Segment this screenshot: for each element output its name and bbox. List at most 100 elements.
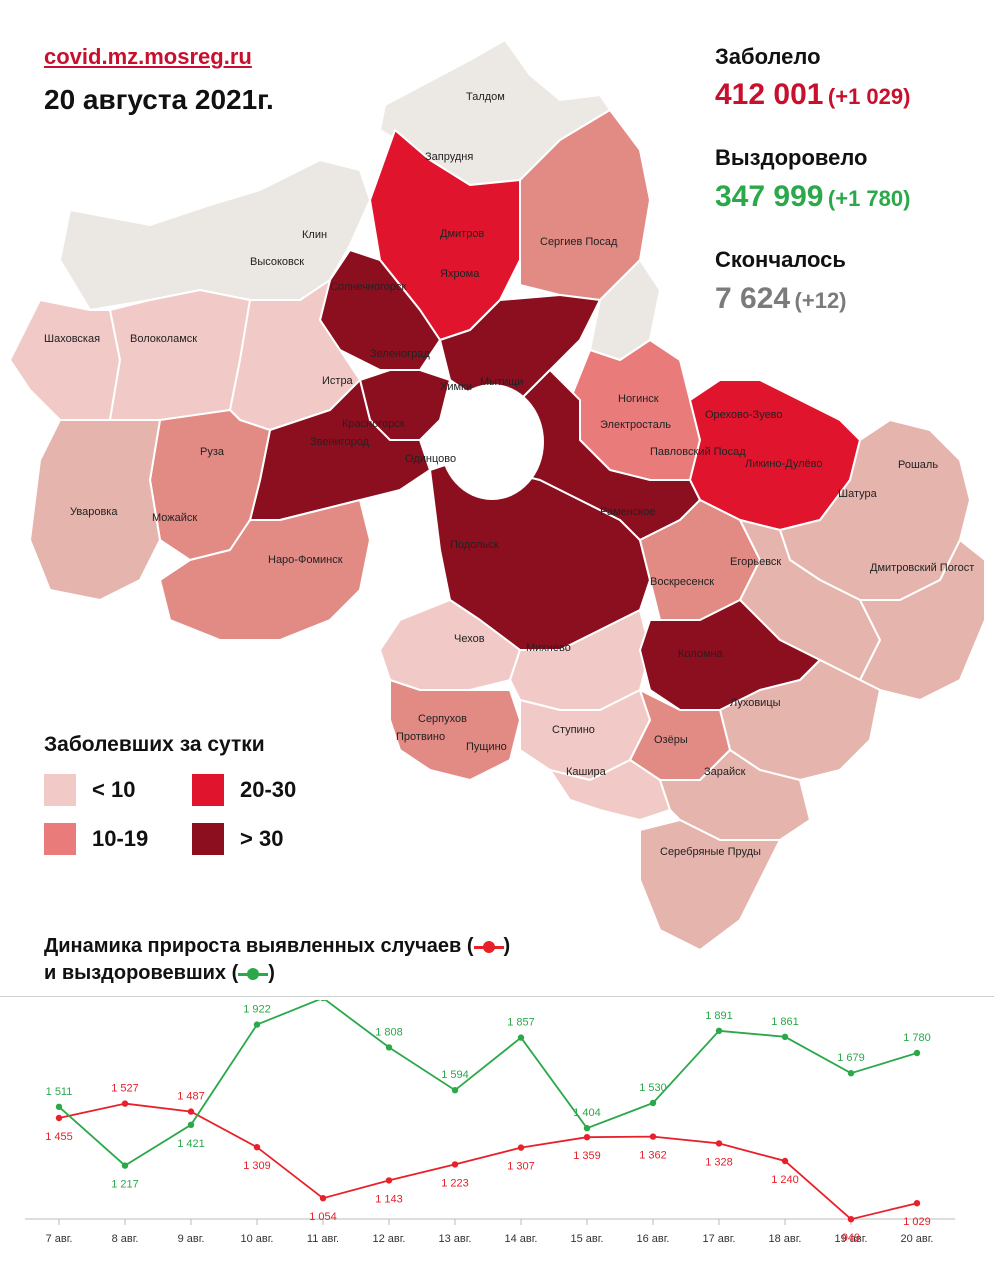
legend-swatch [192, 774, 224, 806]
report-date: 20 августа 2021г. [44, 84, 274, 115]
x-tick-label: 16 авг. [637, 1233, 670, 1245]
map-label: Ликино-Дулёво [745, 458, 823, 470]
data-label: 1 223 [441, 1177, 469, 1189]
data-point [187, 1121, 195, 1129]
x-tick-label: 17 авг. [703, 1233, 736, 1245]
data-label: 1 527 [111, 1083, 139, 1095]
map-label: Красногорск [342, 418, 405, 430]
region-serebryanye-prudy [639, 819, 781, 951]
data-point [451, 1087, 459, 1094]
data-point [55, 1103, 63, 1111]
map-label: Ступино [552, 724, 595, 736]
map-label: Шатура [838, 488, 878, 500]
data-label: 1 362 [639, 1150, 667, 1162]
cases-series-marker [473, 940, 504, 954]
data-point [320, 1000, 326, 1002]
data-point [781, 1157, 789, 1165]
region-volokolamsk [109, 289, 251, 421]
data-label: 1 240 [771, 1174, 799, 1186]
x-tick-label: 7 авг. [46, 1233, 73, 1245]
x-tick-label: 18 авг. [769, 1233, 802, 1245]
map-label: Электросталь [600, 419, 671, 431]
legend-item: 10-19 [44, 823, 148, 855]
series-line [58, 1102, 918, 1221]
map-label: Коломна [678, 648, 724, 660]
data-label: 1 594 [441, 1069, 469, 1081]
map-label: Сергиев Посад [540, 236, 618, 248]
data-label: 1 857 [507, 1017, 535, 1029]
data-label: 1 891 [705, 1010, 733, 1022]
map-label: Озёры [654, 734, 688, 746]
region-dmitrovsky-pogost [859, 539, 986, 701]
legend-swatch [44, 823, 76, 855]
region-klin [59, 159, 371, 311]
deaths-value: 7 624 [715, 282, 791, 315]
map-label: Дмитров [440, 228, 484, 240]
recovered-series-marker [238, 967, 269, 981]
infected-label: Заболело [715, 44, 821, 69]
region-sergiev-posad [519, 109, 651, 301]
deaths-label: Скончалось [715, 247, 846, 272]
divider [0, 996, 994, 997]
data-label: 1 143 [375, 1193, 403, 1205]
data-label: 1 808 [375, 1026, 403, 1038]
data-label: 1 309 [243, 1160, 271, 1172]
x-tick-label: 15 авг. [571, 1233, 604, 1245]
map-label: Солнечногорск [330, 281, 406, 293]
map-label: Подольск [450, 539, 499, 551]
data-label: 1 780 [903, 1032, 931, 1044]
data-label: 949 [842, 1232, 860, 1244]
deaths-delta: (+12) [794, 288, 847, 313]
region-uvarovka [29, 419, 161, 601]
map-label: Зеленоград [370, 348, 430, 360]
x-tick-label: 14 авг. [505, 1233, 538, 1245]
data-point [913, 1200, 921, 1207]
map-label: Истра [322, 375, 354, 387]
data-label: 1 054 [309, 1211, 337, 1223]
map-label: Чехов [454, 633, 485, 645]
map-label: Наро-Фоминск [268, 554, 343, 566]
data-point [847, 1216, 855, 1223]
data-point [385, 1177, 393, 1184]
map-label: Раменское [600, 506, 656, 518]
data-label: 1 679 [837, 1052, 865, 1064]
data-point [517, 1144, 525, 1151]
legend-item: 20-30 [192, 774, 296, 806]
map-label: Руза [200, 446, 225, 458]
data-point [253, 1021, 261, 1028]
recovered-value: 347 999 [715, 180, 824, 213]
data-point [583, 1134, 591, 1141]
map-label: Пущино [466, 741, 507, 753]
data-point [55, 1114, 63, 1122]
map-label: Шаховская [44, 333, 100, 345]
recovered-stat: 347 999 (+1 780) [715, 180, 910, 214]
data-point [517, 1034, 525, 1041]
region-shakhovskaya [9, 299, 121, 421]
x-tick-label: 9 авг. [178, 1233, 205, 1245]
data-label: 1 328 [705, 1156, 733, 1168]
x-tick-label: 11 авг. [307, 1233, 339, 1245]
map-label: Мытищи [480, 376, 523, 388]
map-label: Волоколамск [130, 333, 197, 345]
infected-stat: 412 001 (+1 029) [715, 78, 910, 112]
map-label: Звенигород [310, 436, 370, 448]
map-label: Яхрома [440, 268, 480, 280]
recovered-delta: (+1 780) [827, 186, 911, 211]
map-label: Рошаль [898, 459, 938, 471]
data-point [847, 1070, 855, 1077]
chart-title-text: Динамика прироста выявленных случаев ( [44, 935, 474, 957]
data-point [451, 1161, 459, 1168]
map-label: Егорьевск [730, 556, 781, 568]
region-serpukhov [389, 679, 521, 781]
x-tick-label: 13 авг. [439, 1233, 472, 1245]
region-zaraysk [659, 749, 811, 841]
data-label: 1 404 [573, 1107, 601, 1119]
data-point [187, 1108, 195, 1115]
legend-label: > 30 [240, 826, 284, 851]
site-link[interactable]: covid.mz.mosreg.ru [44, 44, 252, 69]
legend-label: 20-30 [240, 777, 297, 802]
legend-swatch [192, 823, 224, 855]
map-label: Воскресенск [650, 576, 714, 588]
legend-item: < 10 [44, 774, 135, 806]
map-label: Можайск [152, 512, 197, 524]
